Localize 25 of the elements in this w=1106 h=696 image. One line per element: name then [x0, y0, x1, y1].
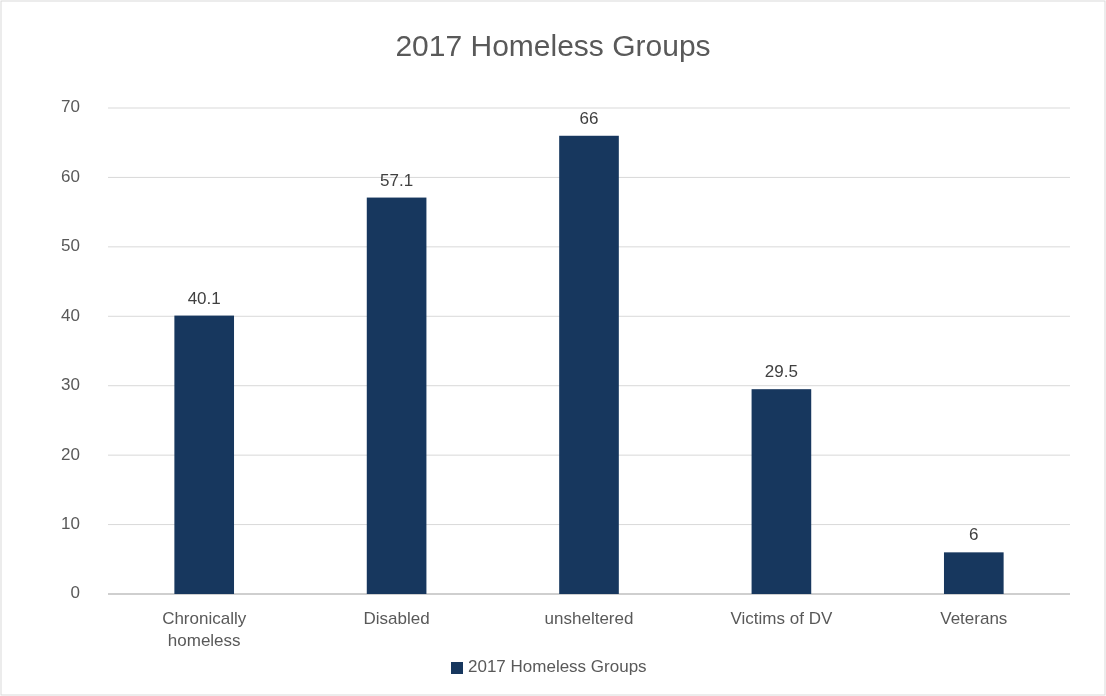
bar [174, 315, 235, 594]
bar [943, 552, 1004, 594]
y-tick-label: 30 [61, 375, 80, 395]
data-label: 29.5 [764, 362, 798, 382]
bar [366, 197, 427, 594]
data-label: 40.1 [187, 288, 221, 308]
x-tick-label: Disabled [363, 609, 430, 628]
y-tick-label: 50 [61, 236, 80, 256]
y-tick-label: 70 [61, 97, 80, 117]
x-tick-label: Veterans [940, 609, 1008, 628]
y-tick-label: 0 [70, 583, 80, 603]
data-label: 66 [579, 108, 599, 128]
x-tick-label: Chronically homeless [162, 609, 247, 650]
x-tick-label: unsheltered [544, 609, 634, 628]
chart-title: 2017 Homeless Groups [395, 29, 711, 62]
y-tick-label: 40 [61, 305, 80, 325]
legend-label: 2017 Homeless Groups [468, 657, 647, 677]
data-label: 6 [969, 525, 979, 545]
y-tick-label: 60 [61, 166, 80, 186]
bar [559, 135, 619, 594]
bar [751, 389, 812, 594]
data-label: 57.1 [380, 170, 414, 190]
x-tick-label: Victims of DV [730, 609, 833, 628]
y-tick-label: 20 [61, 444, 80, 464]
y-tick-label: 10 [61, 514, 80, 534]
